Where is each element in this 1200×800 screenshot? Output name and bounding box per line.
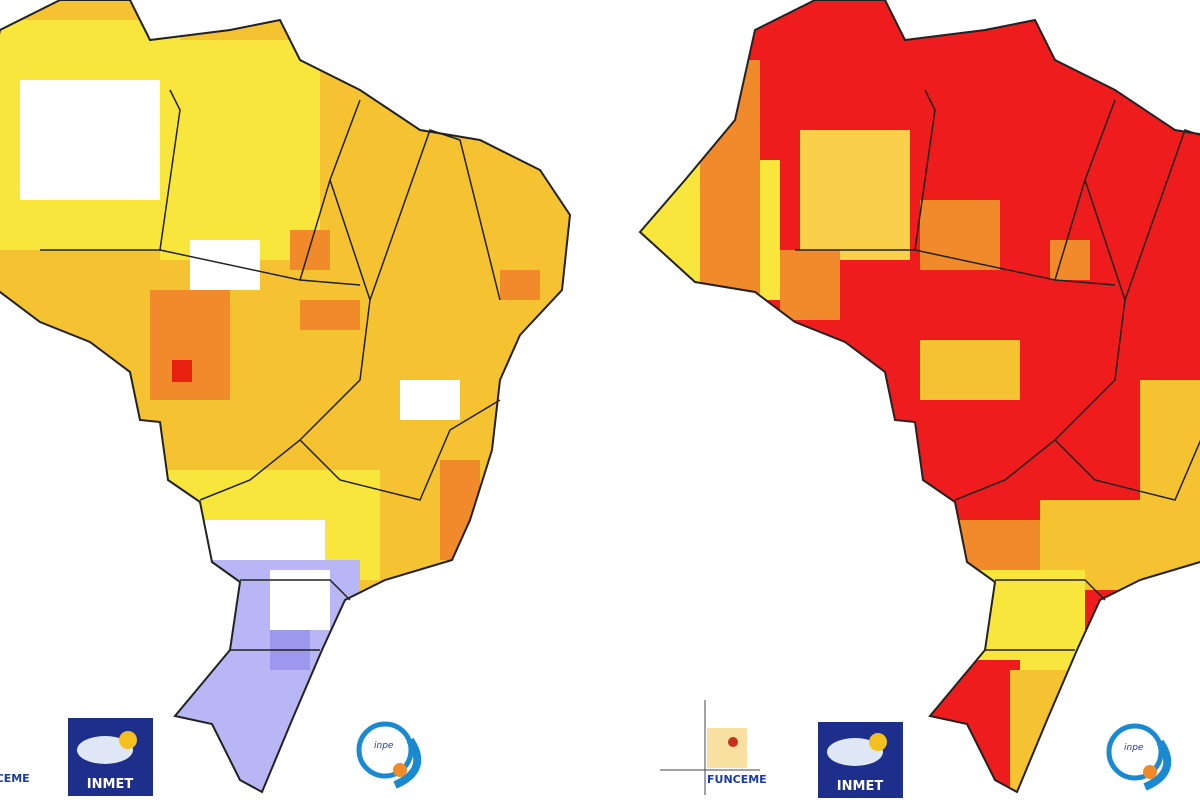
inpe-label: inpe bbox=[1124, 743, 1144, 753]
right-map bbox=[640, 0, 1200, 792]
inmet-label: INMET bbox=[837, 779, 884, 794]
funceme-label: FUNCEME bbox=[707, 773, 767, 786]
left-map bbox=[0, 0, 570, 792]
right-borders bbox=[795, 89, 1200, 651]
inmet-label: INMET bbox=[87, 777, 134, 792]
funceme-label: FUNCEME bbox=[0, 772, 30, 785]
inpe-label: inpe bbox=[374, 741, 394, 751]
left-borders bbox=[40, 89, 501, 651]
